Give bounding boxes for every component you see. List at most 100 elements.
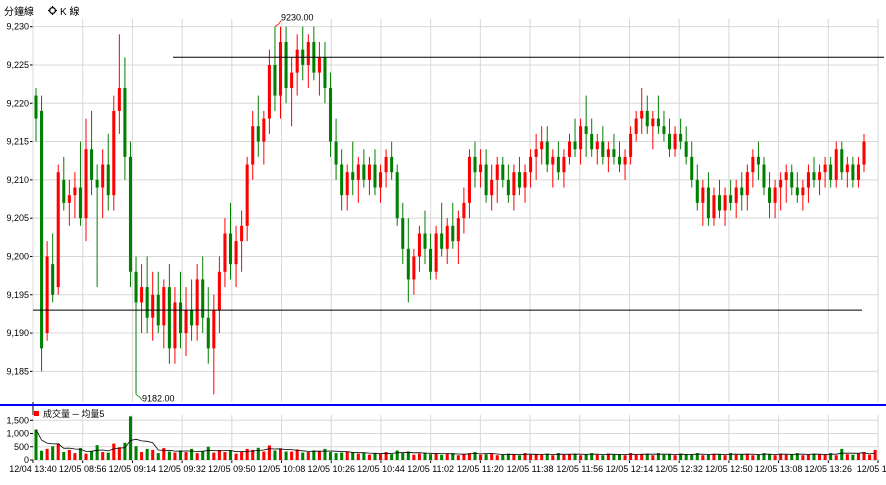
volume-bar <box>751 455 755 460</box>
tab-minute-chart[interactable]: 分鐘線 <box>4 3 34 18</box>
candle-body <box>729 195 733 203</box>
volume-bar <box>562 454 566 460</box>
volume-bar <box>195 453 199 460</box>
volume-legend-label: 成交量 ─ 均量5 <box>43 409 105 419</box>
volume-bar <box>395 450 399 460</box>
candle-body <box>384 156 388 173</box>
candle-body <box>795 187 799 196</box>
volume-bar <box>328 452 333 460</box>
volume-tick-label: 1,500 <box>6 415 29 425</box>
volume-bar <box>256 447 260 460</box>
candle-body <box>256 126 260 142</box>
candle-body <box>590 133 594 150</box>
candle-body <box>167 287 171 349</box>
candle-body <box>195 279 199 326</box>
volume-bar <box>779 453 783 460</box>
volume-bar <box>206 446 210 460</box>
candle-body <box>495 164 499 180</box>
volume-bar <box>634 454 638 460</box>
volume-bar <box>284 451 288 460</box>
volume-bar <box>629 453 633 460</box>
volume-bar <box>340 452 344 460</box>
candle-body <box>434 233 438 272</box>
candle-body <box>73 187 77 196</box>
candle-body <box>556 156 560 173</box>
volume-bar <box>429 454 433 460</box>
candle-body <box>845 164 849 173</box>
volume-bar <box>351 452 355 460</box>
candle-body <box>101 164 105 188</box>
time-tick-label: 12/05 13:4 <box>857 464 886 474</box>
candle-body <box>228 233 233 265</box>
candle-body <box>184 310 188 334</box>
candle-body <box>629 133 633 157</box>
time-tick-label: 12/05 11:38 <box>507 464 554 474</box>
volume-bar <box>401 453 405 460</box>
volume-bar <box>134 446 138 460</box>
volume-bar <box>201 451 205 460</box>
candle-body <box>540 141 544 150</box>
candle-body <box>506 179 510 196</box>
candle-body <box>473 156 477 173</box>
volume-bar <box>534 454 538 460</box>
candle-body <box>323 57 327 88</box>
volume-bar <box>501 454 505 460</box>
volume-bar <box>801 455 805 460</box>
volume-bar <box>512 454 516 460</box>
volume-bar <box>740 454 744 460</box>
candle-body <box>284 41 288 88</box>
candle-body <box>328 87 333 142</box>
volume-header: 成交量 ─ 均量5 <box>34 407 104 420</box>
candle-body <box>40 110 44 349</box>
candle-body <box>417 233 421 257</box>
volume-bar <box>67 449 71 460</box>
candle-body <box>573 141 577 150</box>
candle-body <box>406 248 410 280</box>
volume-bar <box>656 453 660 460</box>
candle-body <box>712 195 716 219</box>
volume-bar <box>84 453 88 460</box>
candle-body <box>851 164 855 180</box>
volume-bar <box>540 454 544 460</box>
candle-body <box>234 241 238 265</box>
volume-bar <box>356 453 360 460</box>
candle-body <box>701 187 705 203</box>
candle-body <box>523 172 527 188</box>
candle-body <box>545 141 549 165</box>
volume-bar <box>423 452 427 460</box>
price-tick-label: 9,215 <box>6 137 29 147</box>
volume-bar <box>140 452 144 460</box>
candle-body <box>651 118 655 127</box>
volume-bar <box>551 455 555 460</box>
volume-bar <box>834 455 838 460</box>
volume-tick-label: 500 <box>14 442 29 452</box>
high-value-label: 9230.00 <box>281 13 314 23</box>
volume-bar <box>412 454 416 460</box>
candle-body <box>445 225 449 249</box>
candle-body <box>95 179 99 188</box>
volume-bar <box>267 445 271 460</box>
candle-body <box>390 156 394 173</box>
high-marker-line <box>274 20 282 27</box>
volume-bar <box>212 452 216 460</box>
volume-bar <box>334 453 338 460</box>
candle-body <box>762 164 766 188</box>
volume-bar <box>362 453 366 460</box>
volume-bar <box>484 454 488 460</box>
candle-body <box>273 64 277 96</box>
time-tick-label: 12/05 12:14 <box>606 464 654 474</box>
candle-body <box>784 172 788 180</box>
candle-body <box>334 141 338 165</box>
candle-body <box>278 41 283 96</box>
candle-body <box>217 271 221 311</box>
volume-bar <box>190 448 194 460</box>
tab-k-chart[interactable]: K 線 <box>48 3 79 18</box>
volume-bar <box>123 442 127 460</box>
volume-bar <box>673 455 677 460</box>
candle-body <box>423 233 427 249</box>
chart-header: 分鐘線 K 線 <box>4 3 79 18</box>
candle-body <box>790 172 794 188</box>
candle-body <box>401 218 405 249</box>
candle-body <box>134 271 138 303</box>
time-tick-label: 12/05 13:08 <box>755 464 803 474</box>
